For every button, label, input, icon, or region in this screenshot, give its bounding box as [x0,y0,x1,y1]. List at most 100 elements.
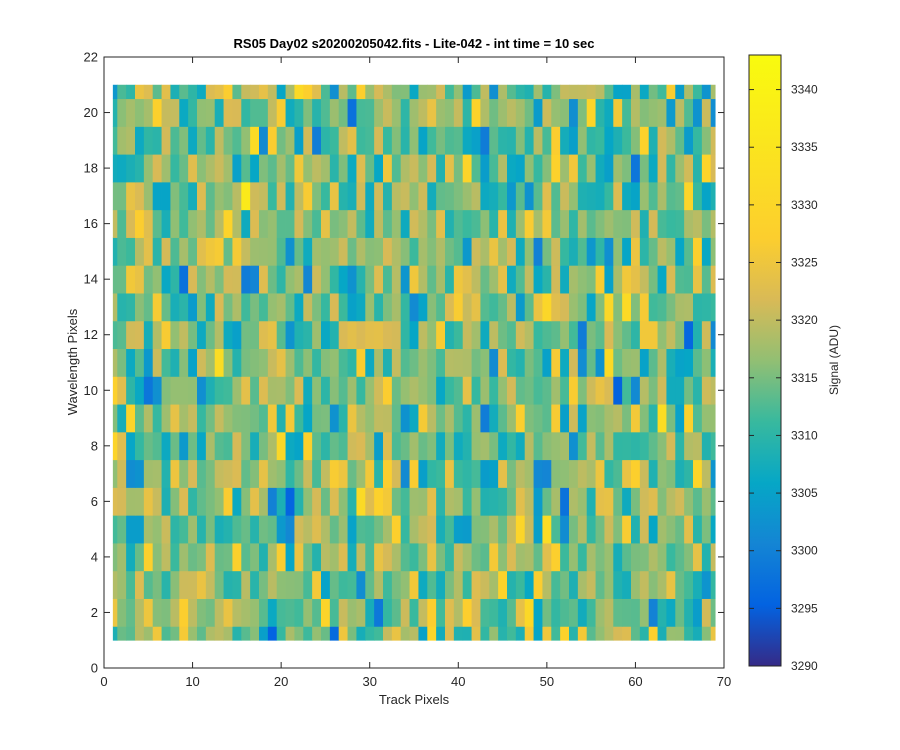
heatmap-cell [498,459,508,488]
heatmap-cell [143,209,154,238]
heatmap-cell [418,320,428,350]
heatmap-cell [179,626,189,641]
heatmap-cell [631,237,641,266]
heatmap-cell [533,376,543,405]
heatmap-cell [143,598,154,627]
x-tick-label: 60 [628,674,642,689]
heatmap-cell [232,265,242,294]
heatmap-cell [489,404,499,433]
heatmap-cell [285,84,295,100]
heatmap-cell [188,84,198,100]
heatmap-cell [684,459,694,488]
heatmap-cell [701,543,712,572]
heatmap-cell [250,459,260,488]
heatmap-cell [648,237,658,266]
heatmap-cell [170,459,180,488]
heatmap-cell [356,487,366,516]
heatmap-cell [595,154,605,183]
heatmap-cell [489,84,499,100]
heatmap-cell [515,626,526,641]
heatmap-cell [480,515,490,544]
heatmap-cell [586,459,596,488]
heatmap-cell [648,320,658,350]
heatmap-cell [551,348,561,377]
heatmap-cell [135,265,145,294]
heatmap-cell [294,209,304,238]
heatmap-cell [489,154,499,183]
heatmap-cell [666,376,676,405]
heatmap-cell [666,598,676,627]
heatmap-cell [480,181,490,211]
heatmap-cell [356,348,366,377]
heatmap-cell [112,487,118,516]
heatmap-cell [347,487,357,516]
heatmap-cell [507,154,517,183]
heatmap-cell [631,126,641,155]
heatmap-cell [329,570,340,599]
heatmap-cell [489,126,499,155]
heatmap-cell [498,126,508,155]
heatmap-cell [542,181,552,211]
heatmap-cell [391,626,402,641]
heatmap-cell [657,293,667,322]
heatmap-cell [259,181,269,211]
heatmap-cell [622,126,632,155]
heatmap-cell [170,181,180,211]
heatmap-cell [613,98,623,127]
heatmap-cell [542,265,552,294]
heatmap-cell [214,626,224,641]
heatmap-cell [161,98,171,127]
heatmap-cell [112,543,118,572]
heatmap-cell [338,320,348,350]
heatmap-cell [126,209,136,238]
heatmap-cell [312,98,322,127]
heatmap-cell [551,515,561,544]
heatmap-cell [560,265,570,294]
heatmap-cell [179,376,189,405]
heatmap-cell [241,376,251,405]
heatmap-cell [400,404,410,433]
heatmap-cell [498,570,508,599]
heatmap-cell [569,598,579,627]
heatmap-cell [161,265,171,294]
heatmap-cell [675,598,685,627]
heatmap-cell [498,209,508,238]
heatmap-cell [604,98,614,127]
heatmap-cell [152,237,162,266]
heatmap-cell [542,376,552,405]
heatmap-cell [400,487,410,516]
heatmap-cell [205,376,216,405]
heatmap-cell [347,237,357,266]
heatmap-cell [188,209,198,238]
x-tick-label: 50 [540,674,554,689]
heatmap-cell [453,404,464,433]
heatmap-cell [214,487,224,516]
heatmap-cell [294,543,304,572]
heatmap-cell [489,348,499,377]
heatmap-cell [223,348,233,377]
heatmap-cell [631,431,641,461]
heatmap-cell [112,237,118,266]
heatmap-cell [445,84,455,100]
heatmap-cell [489,265,499,294]
heatmap-cell [462,237,472,266]
heatmap-cell [409,126,419,155]
heatmap-cell [143,543,154,572]
heatmap-cell [161,570,171,599]
heatmap-cell [303,237,313,266]
heatmap-cell [188,543,198,572]
heatmap-cell [135,570,145,599]
heatmap-cell [143,265,154,294]
heatmap-cell [294,626,304,641]
heatmap-cell [312,431,322,461]
heatmap-cell [480,543,490,572]
heatmap-cell [356,181,366,211]
heatmap-cell [329,404,340,433]
heatmap-cell [560,543,570,572]
heatmap-cell [241,154,251,183]
heatmap-cell [427,209,437,238]
heatmap-cell [551,126,561,155]
heatmap-cell [604,598,614,627]
heatmap-cell [321,459,331,488]
heatmap-cell [533,154,543,183]
